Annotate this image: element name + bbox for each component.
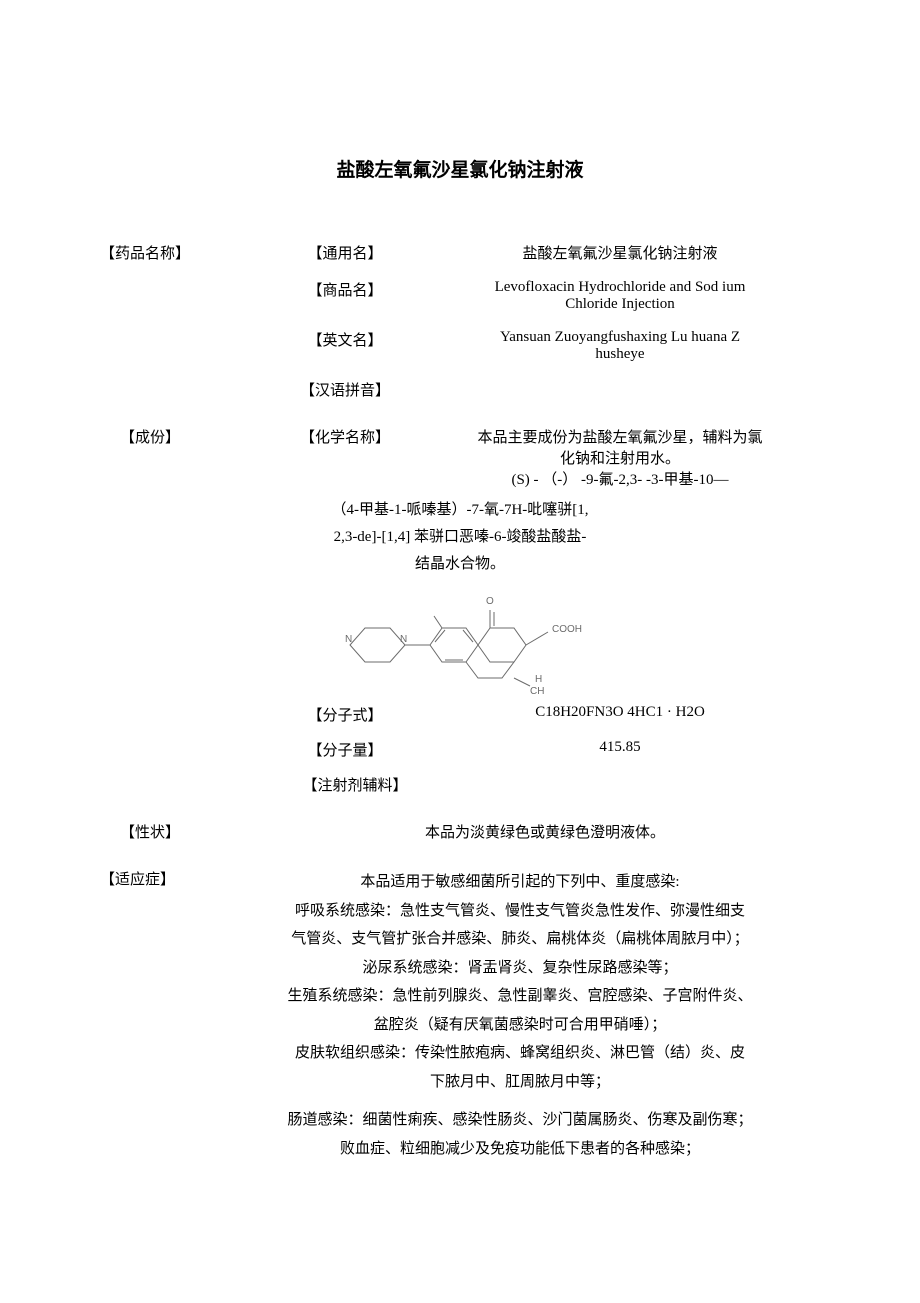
molecule-structure-icon: O COOH N N H CH <box>100 590 820 700</box>
chem-name-label: 【化学名称】 <box>270 426 420 489</box>
indication-line: 生殖系统感染：急性前列腺炎、急性副睾炎、宫腔感染、子宫附件炎、 <box>220 982 820 1011</box>
mw-value: 415.85 <box>420 739 820 760</box>
molecule-label-cooh: COOH <box>552 624 582 635</box>
composition-section: 【成份】 【化学名称】 本品主要成份为盐酸左氧氟沙星，辅料为氯 化钠和注射用水。… <box>100 426 820 795</box>
generic-name-value: 盐酸左氧氟沙星氯化钠注射液 <box>420 242 820 263</box>
chem-line4: （4-甲基-1-哌嗪基）-7-氧-7H-吡噻骈[1, <box>100 497 820 524</box>
chem-line2: 化钠和注射用水。 <box>420 447 820 468</box>
composition-label: 【成份】 <box>100 426 270 489</box>
trade-name-label: 【商品名】 <box>270 279 420 313</box>
molecule-label-ch: CH <box>530 686 544 697</box>
chem-line1: 本品主要成份为盐酸左氧氟沙星，辅料为氯 <box>420 426 820 447</box>
indication-line: 下脓月中、肛周脓月中等； <box>220 1068 820 1097</box>
indication-line: 本品适用于敏感细菌所引起的下列中、重度感染: <box>220 868 820 897</box>
trade-name-value-line2: Chloride Injection <box>420 296 820 313</box>
character-value: 本品为淡黄绿色或黄绿色澄明液体。 <box>270 821 820 842</box>
molecule-label-h: H <box>535 674 542 685</box>
drug-name-label: 【药品名称】 <box>100 242 270 263</box>
indication-line: 气管炎、支气管扩张合并感染、肺炎、扁桃体炎（扁桃体周脓月中）； <box>220 925 820 954</box>
generic-name-label: 【通用名】 <box>270 242 420 263</box>
indications-section: 【适应症】 本品适用于敏感细菌所引起的下列中、重度感染: 呼吸系统感染：急性支气… <box>100 868 820 1163</box>
character-label: 【性状】 <box>100 821 270 842</box>
chem-line5: 2,3-de]-[1,4] 苯骈口恶嗪-6-竣酸盐酸盐- <box>100 524 820 551</box>
character-section: 【性状】 本品为淡黄绿色或黄绿色澄明液体。 <box>100 821 820 842</box>
molecule-label-o: O <box>486 596 494 607</box>
indication-line: 皮肤软组织感染：传染性脓疱病、蜂窝组织炎、淋巴管（结）炎、皮 <box>220 1039 820 1068</box>
pinyin-label: 【汉语拼音】 <box>270 379 420 400</box>
drug-name-section: 【药品名称】 【通用名】 盐酸左氧氟沙星氯化钠注射液 【商品名】 Levoflo… <box>100 242 820 400</box>
indications-label: 【适应症】 <box>100 868 220 1163</box>
pinyin-value <box>420 379 820 400</box>
chem-line3: (S) - （-） -9-氟-2,3- -3-甲基-10— <box>420 468 820 489</box>
molecule-label-n2: N <box>345 634 352 645</box>
excipient-label: 【注射剂辅料】 <box>270 774 440 795</box>
indication-line: 呼吸系统感染：急性支气管炎、慢性支气管炎急性发作、弥漫性细支 <box>220 897 820 926</box>
indication-line: 泌尿系统感染：肾盂肾炎、复杂性尿路感染等； <box>220 954 820 983</box>
formula-label: 【分子式】 <box>270 704 420 725</box>
document-title: 盐酸左氧氟沙星氯化钠注射液 <box>100 155 820 182</box>
english-name-value-line1: Yansuan Zuoyangfushaxing Lu huana Z <box>420 329 820 346</box>
chem-line6: 结晶水合物。 <box>100 551 820 578</box>
english-name-label: 【英文名】 <box>270 329 420 363</box>
formula-value: C18H20FN3O 4HC1 · H2O <box>420 704 820 725</box>
indication-line: 肠道感染：细菌性痢疾、感染性肠炎、沙门菌属肠炎、伤寒及副伤寒； <box>220 1106 820 1135</box>
english-name-value-line2: husheye <box>420 346 820 363</box>
molecule-label-n1: N <box>400 634 407 645</box>
indication-line: 败血症、粒细胞减少及免疫功能低下患者的各种感染； <box>220 1135 820 1164</box>
excipient-value <box>440 774 820 795</box>
indication-line: 盆腔炎（疑有厌氧菌感染时可合用甲硝唾）； <box>220 1011 820 1040</box>
trade-name-value-line1: Levofloxacin Hydrochloride and Sod ium <box>420 279 820 296</box>
mw-label: 【分子量】 <box>270 739 420 760</box>
